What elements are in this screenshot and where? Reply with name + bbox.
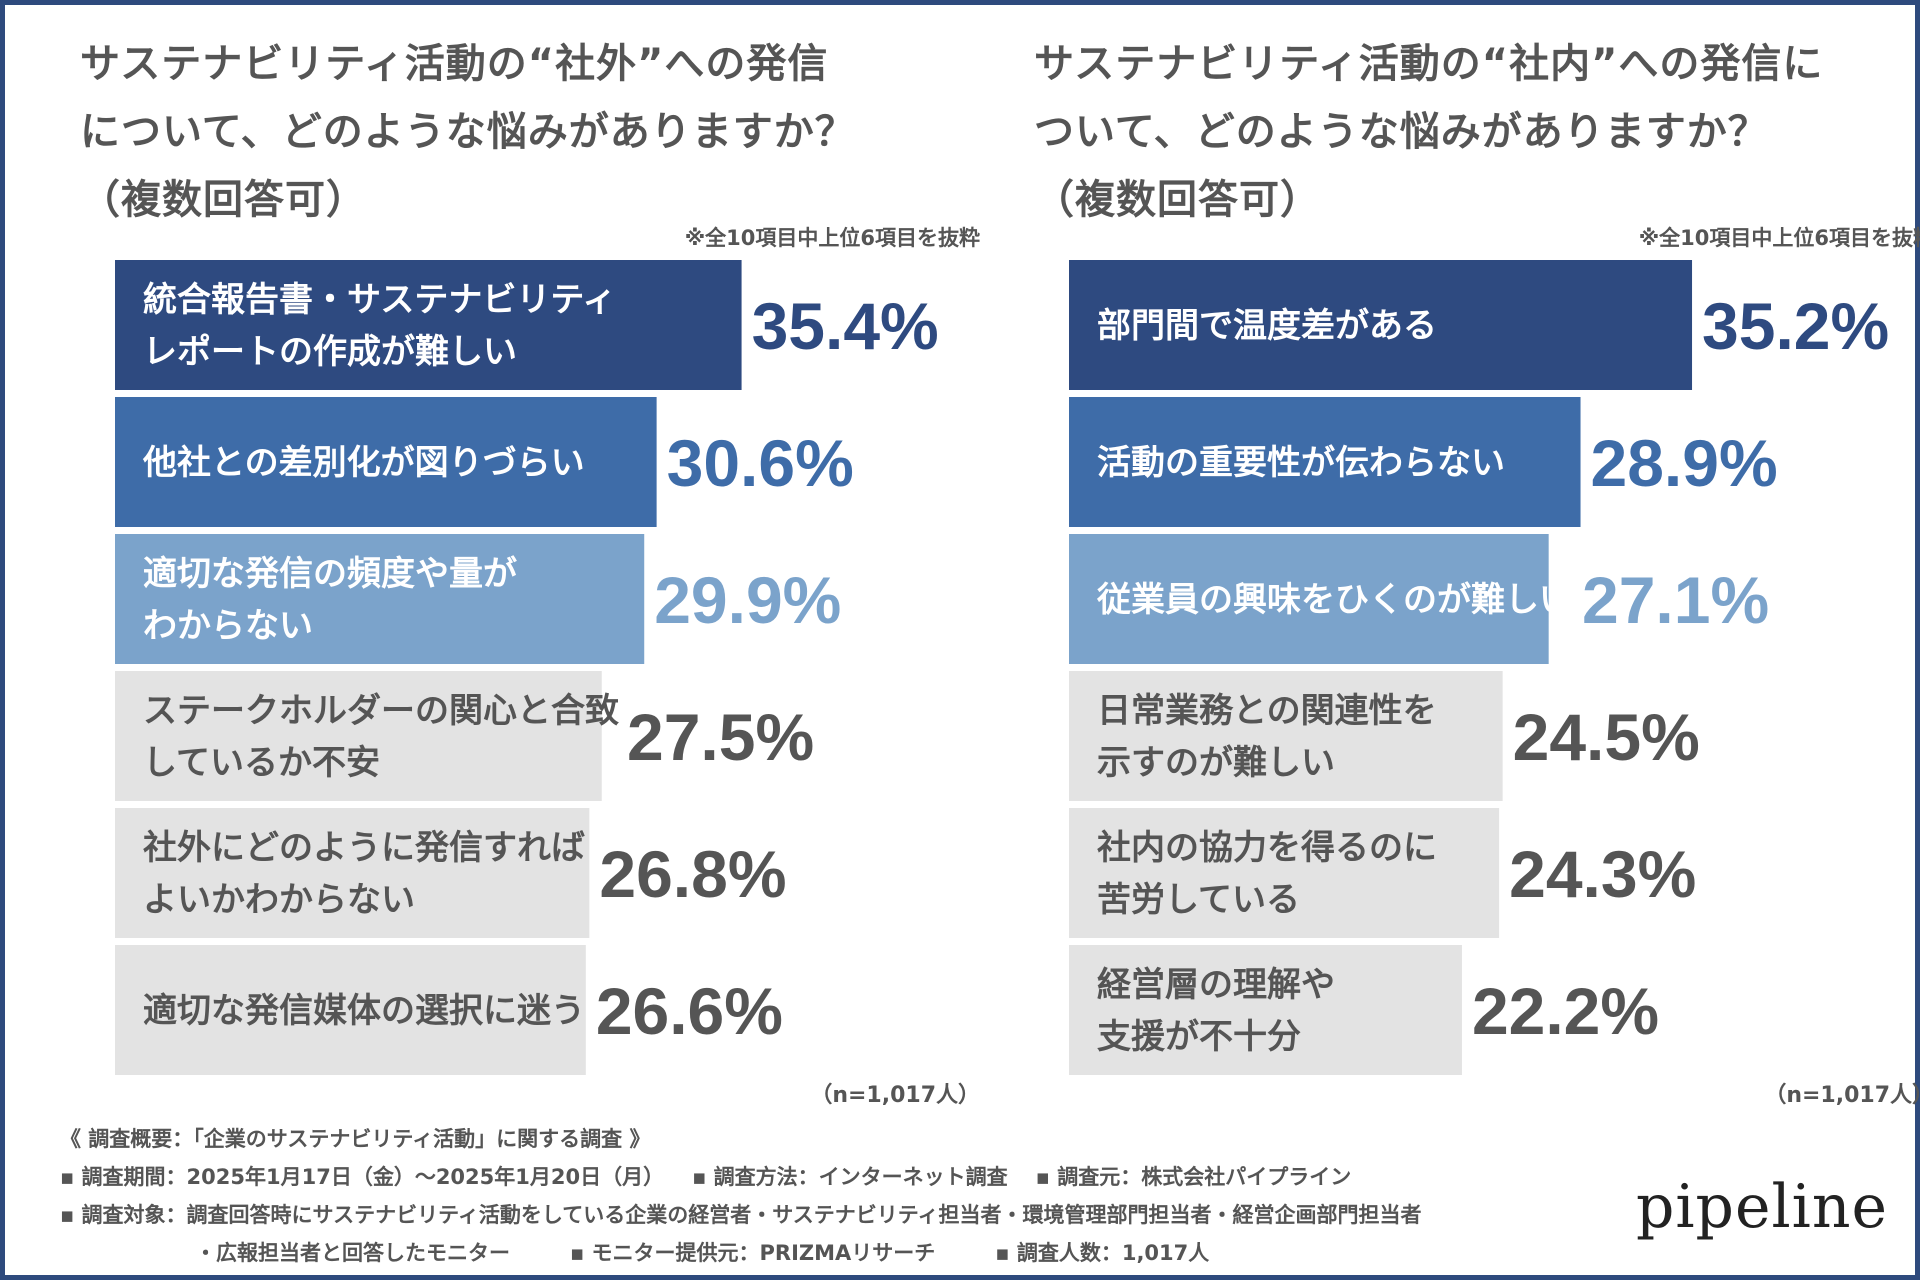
survey-method: ▪ 調査方法：インターネット調査 [692, 1165, 1008, 1189]
left-bar-chart: 統合報告書・サステナビリティレポートの作成が難しい 35.4% 他社との差別化が図り… [115, 260, 939, 1075]
pipeline-logo: pipeline [1635, 1172, 1888, 1242]
left-value-label-5: 26.8% [599, 837, 786, 911]
left-title-line-3: （複数回答可） [80, 177, 367, 223]
left-title-line-2: について、どのような悩みがありますか？ [80, 109, 856, 155]
left-bar-4 [115, 671, 602, 801]
right-bar-chart: 部門間で温度差がある 35.2% 活動の重要性が伝わらない 28.9% 従業員の興味をひ… [1069, 260, 1889, 1075]
left-sample-size: （n=1,017人） [810, 1083, 980, 1108]
right-category-label-5: 社内の協力を得るのに苦労している [1097, 828, 1437, 920]
right-bar-1 [1069, 260, 1693, 390]
survey-heading: 《 調査概要：「企業のサステナビリティ活動」に関する調査 》 [60, 1127, 651, 1151]
left-value-label-6: 26.6% [596, 974, 783, 1048]
survey-monitor: ▪ モニター提供元：PRIZMAリサーチ [570, 1241, 936, 1265]
right-category-label-1: 部門間で温度差がある [1097, 306, 1437, 346]
right-panel: サステナビリティ活動の“社内”への発信に ついて、どのような悩みがありますか？ … [1034, 0, 1920, 1110]
right-chart-title: サステナビリティ活動の“社内”への発信に ついて、どのような悩みがありますか？ … [1034, 30, 1894, 234]
right-value-label-1: 35.2% [1702, 289, 1889, 363]
left-value-label-3: 29.9% [654, 563, 841, 637]
right-title-line-1: サステナビリティ活動の“社内”への発信に [1034, 41, 1824, 87]
left-bar-2 [115, 397, 657, 527]
survey-overview: 《 調査概要：「企業のサステナビリティ活動」に関する調査 》 ▪ 調査期間：20… [60, 1120, 1620, 1272]
right-value-label-4: 24.5% [1513, 700, 1700, 774]
right-category-label-4: 日常業務との関連性を示すのが難しい [1097, 691, 1437, 783]
left-category-label-5: 社外にどのように発信すればよいかわからない [143, 828, 585, 920]
right-title-line-2: ついて、どのような悩みがありますか？ [1034, 109, 1769, 155]
left-title-line-1: サステナビリティ活動の“社外”への発信 [80, 41, 829, 87]
right-value-label-2: 28.9% [1591, 426, 1778, 500]
left-category-label-6: 適切な発信媒体の選択に迷う [143, 991, 585, 1031]
left-bar-6 [115, 945, 586, 1075]
right-value-label-6: 22.2% [1472, 974, 1659, 1048]
right-title-line-3: （複数回答可） [1034, 177, 1321, 223]
left-value-label-1: 35.4% [752, 289, 939, 363]
survey-source: ▪ 調査元：株式会社パイプライン [1035, 1165, 1352, 1189]
right-bar-5 [1069, 808, 1500, 938]
right-category-label-3: 従業員の興味をひくのが難しい [1096, 580, 1573, 620]
right-sample-size: （n=1,017人） [1764, 1083, 1920, 1108]
right-chart-note: ※全10項目中上位6項目を抜粋 [1638, 226, 1920, 250]
right-category-label-2: 活動の重要性が伝わらない [1097, 443, 1505, 483]
right-bar-2 [1069, 397, 1581, 527]
survey-period: ▪ 調査期間：2025年1月17日（金）〜2025年1月20日（月） [60, 1165, 665, 1189]
left-category-label-4: ステークホルダーの関心と合致しているか不安 [143, 691, 619, 783]
survey-target-cont: ・広報担当者と回答したモニター [195, 1241, 510, 1265]
right-value-label-3: 27.1% [1582, 563, 1769, 637]
survey-row-3: ・広報担当者と回答したモニター ▪ モニター提供元：PRIZMAリサーチ ▪ 調査人… [60, 1234, 1620, 1272]
left-chart-title: サステナビリティ活動の“社外”への発信 について、どのような悩みがありますか？ … [80, 30, 940, 234]
left-bar-3 [115, 534, 645, 664]
left-bar-1 [115, 260, 742, 390]
left-panel: サステナビリティ活動の“社外”への発信 について、どのような悩みがありますか？ … [80, 0, 980, 1110]
right-bar-3 [1069, 534, 1549, 664]
survey-row-1: ▪ 調査期間：2025年1月17日（金）〜2025年1月20日（月） ▪ 調査方法… [60, 1158, 1620, 1196]
left-value-label-4: 27.5% [627, 700, 814, 774]
left-category-label-1: 統合報告書・サステナビリティレポートの作成が難しい [143, 280, 616, 372]
survey-count: ▪ 調査人数：1,017人 [995, 1241, 1210, 1265]
right-bar-4 [1069, 671, 1503, 801]
left-bar-5 [115, 808, 590, 938]
right-category-label-6: 経営層の理解や支援が不十分 [1097, 965, 1335, 1057]
right-value-label-5: 24.3% [1509, 837, 1696, 911]
survey-target: ▪ 調査対象：調査回答時にサステナビリティ活動をしている企業の経営者・サステナビ… [60, 1203, 1422, 1227]
left-value-label-2: 30.6% [667, 426, 854, 500]
left-chart-note: ※全10項目中上位6項目を抜粋 [684, 226, 980, 250]
left-category-label-3: 適切な発信の頻度や量がわからない [143, 554, 517, 646]
right-bar-6 [1069, 945, 1462, 1075]
left-category-label-2: 他社との差別化が図りづらい [142, 443, 585, 483]
